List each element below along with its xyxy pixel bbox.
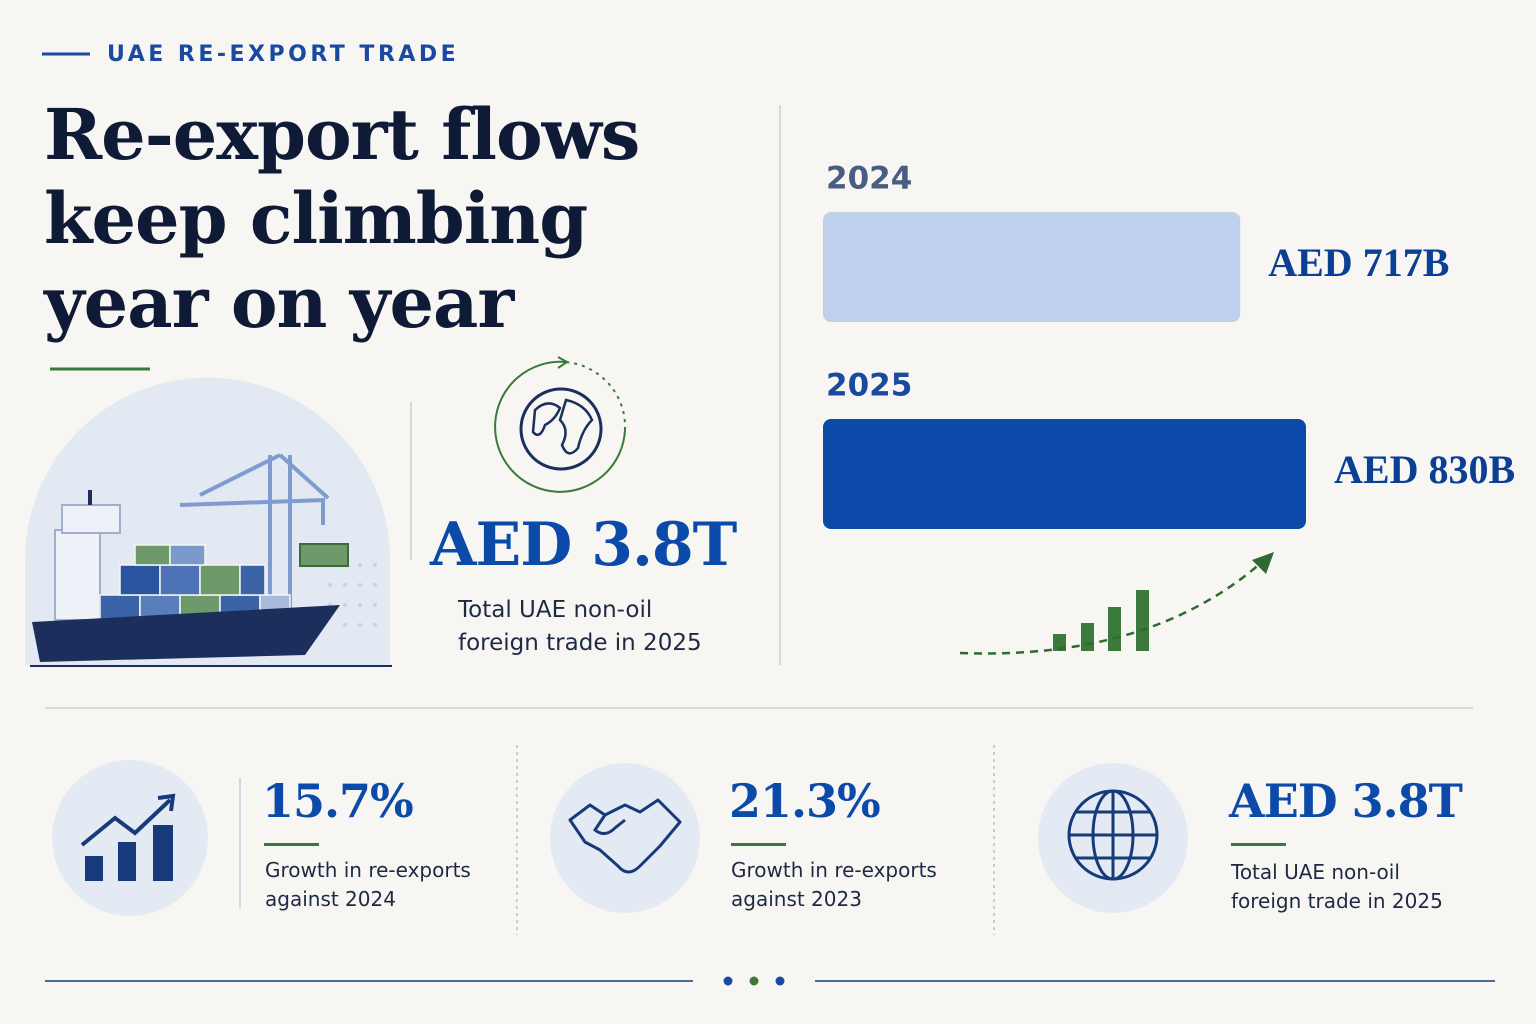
stat-underlines — [264, 843, 1286, 846]
stat-icon-handshake — [550, 763, 700, 913]
ship-illustration-part-part — [373, 583, 377, 587]
ship-illustration-part-part — [373, 623, 377, 627]
stat-icon-globe-part — [1067, 789, 1159, 881]
stat-underlines-part — [731, 843, 786, 846]
globe-icon-part — [557, 356, 569, 369]
value-label: AED 830B — [1334, 447, 1515, 492]
stat-icon-handshake-part — [592, 814, 626, 835]
category-label: 2024 — [826, 161, 912, 197]
stat-icon-chart-part — [153, 825, 173, 881]
category-label: 2025 — [826, 368, 912, 404]
ship-illustration-part-part — [119, 564, 161, 596]
ship-illustration-part-part — [199, 564, 241, 596]
growth-decoration — [959, 552, 1274, 655]
ship-illustration-part — [61, 504, 121, 534]
bar — [823, 212, 1241, 322]
ship-illustration-part-part — [358, 563, 362, 567]
ship-illustration-part — [32, 605, 340, 662]
ship-illustration-part-part — [373, 563, 377, 567]
ship-illustration-part — [54, 529, 101, 621]
globe-icon — [494, 356, 627, 493]
ship-illustration-part-part — [239, 564, 266, 596]
title-line: keep climbing — [44, 177, 588, 260]
ship-illustration-part-part — [199, 453, 281, 497]
ship-illustration-part-part — [169, 544, 206, 566]
footer-part — [723, 976, 733, 986]
growth-decoration-part — [1108, 607, 1121, 651]
ship-illustration-part — [299, 543, 349, 567]
stat-icon-handshake-part — [550, 763, 700, 913]
stat-value: AED 3.8T — [1229, 774, 1463, 828]
stat-icon-globe — [1038, 763, 1188, 913]
value-label: AED 717B — [1268, 240, 1449, 285]
ship-illustration-part — [25, 377, 390, 665]
growth-decoration-part — [1136, 590, 1149, 651]
hero-label: Total UAE non-oil foreign trade in 2025 — [458, 597, 702, 656]
ship-illustration-part-part — [358, 583, 362, 587]
growth-decoration-part — [1053, 634, 1066, 651]
globe-icon-part — [494, 360, 626, 493]
ship-illustration — [25, 377, 392, 667]
stat-value: 21.3% — [729, 774, 881, 828]
ship-illustration-part-part — [358, 603, 362, 607]
stat-value: 15.7% — [262, 774, 414, 828]
kicker: UAE RE-EXPORT TRADE — [107, 42, 460, 67]
footer-part — [749, 976, 759, 986]
stat-icon-handshake-part — [568, 798, 682, 874]
globe-icon-part — [564, 361, 627, 431]
stat-underlines-part — [264, 843, 319, 846]
footer-part — [775, 976, 785, 986]
hero-value: AED 3.8T — [430, 510, 737, 580]
bar — [823, 419, 1306, 529]
ship-illustration-part-part — [278, 453, 330, 500]
stat-icon-globe-part-part — [1076, 810, 1150, 860]
stat-icon-chart-part — [80, 798, 172, 847]
stat-underlines-part — [1231, 843, 1286, 846]
ship-illustration-part-part — [358, 623, 362, 627]
stat-icon-chart-part — [157, 793, 176, 812]
globe-icon-part — [519, 387, 603, 471]
growth-decoration-part — [1252, 552, 1274, 574]
stat-icon-chart — [52, 760, 208, 916]
footer — [45, 976, 1495, 986]
title-line: Re-export flows — [44, 93, 640, 176]
ship-illustration-part-part — [159, 564, 201, 596]
stat-icon-chart-part — [52, 760, 208, 916]
stat-icon-chart-part — [85, 856, 103, 881]
ship-illustration-part-part — [343, 583, 347, 587]
stat-icon-chart-part — [118, 842, 136, 881]
stat-label: Growth in re-exports against 2024 — [265, 858, 471, 911]
ship-illustration-part-part — [343, 603, 347, 607]
globe-icon-part — [531, 398, 594, 455]
title-line: year on year — [44, 261, 514, 344]
ship-illustration-part-part — [179, 498, 326, 507]
growth-decoration-part — [1081, 623, 1094, 651]
growth-decoration-part — [959, 561, 1263, 655]
stat-label: Total UAE non-oil foreign trade in 2025 — [1231, 860, 1443, 913]
ship-illustration-part-part — [343, 623, 347, 627]
ship-illustration-part-part — [328, 583, 332, 587]
ship-illustration-part-part — [373, 603, 377, 607]
ship-illustration-part-part — [134, 544, 171, 566]
ship-illustration-part — [179, 453, 330, 610]
stat-label: Growth in re-exports against 2023 — [731, 858, 937, 911]
